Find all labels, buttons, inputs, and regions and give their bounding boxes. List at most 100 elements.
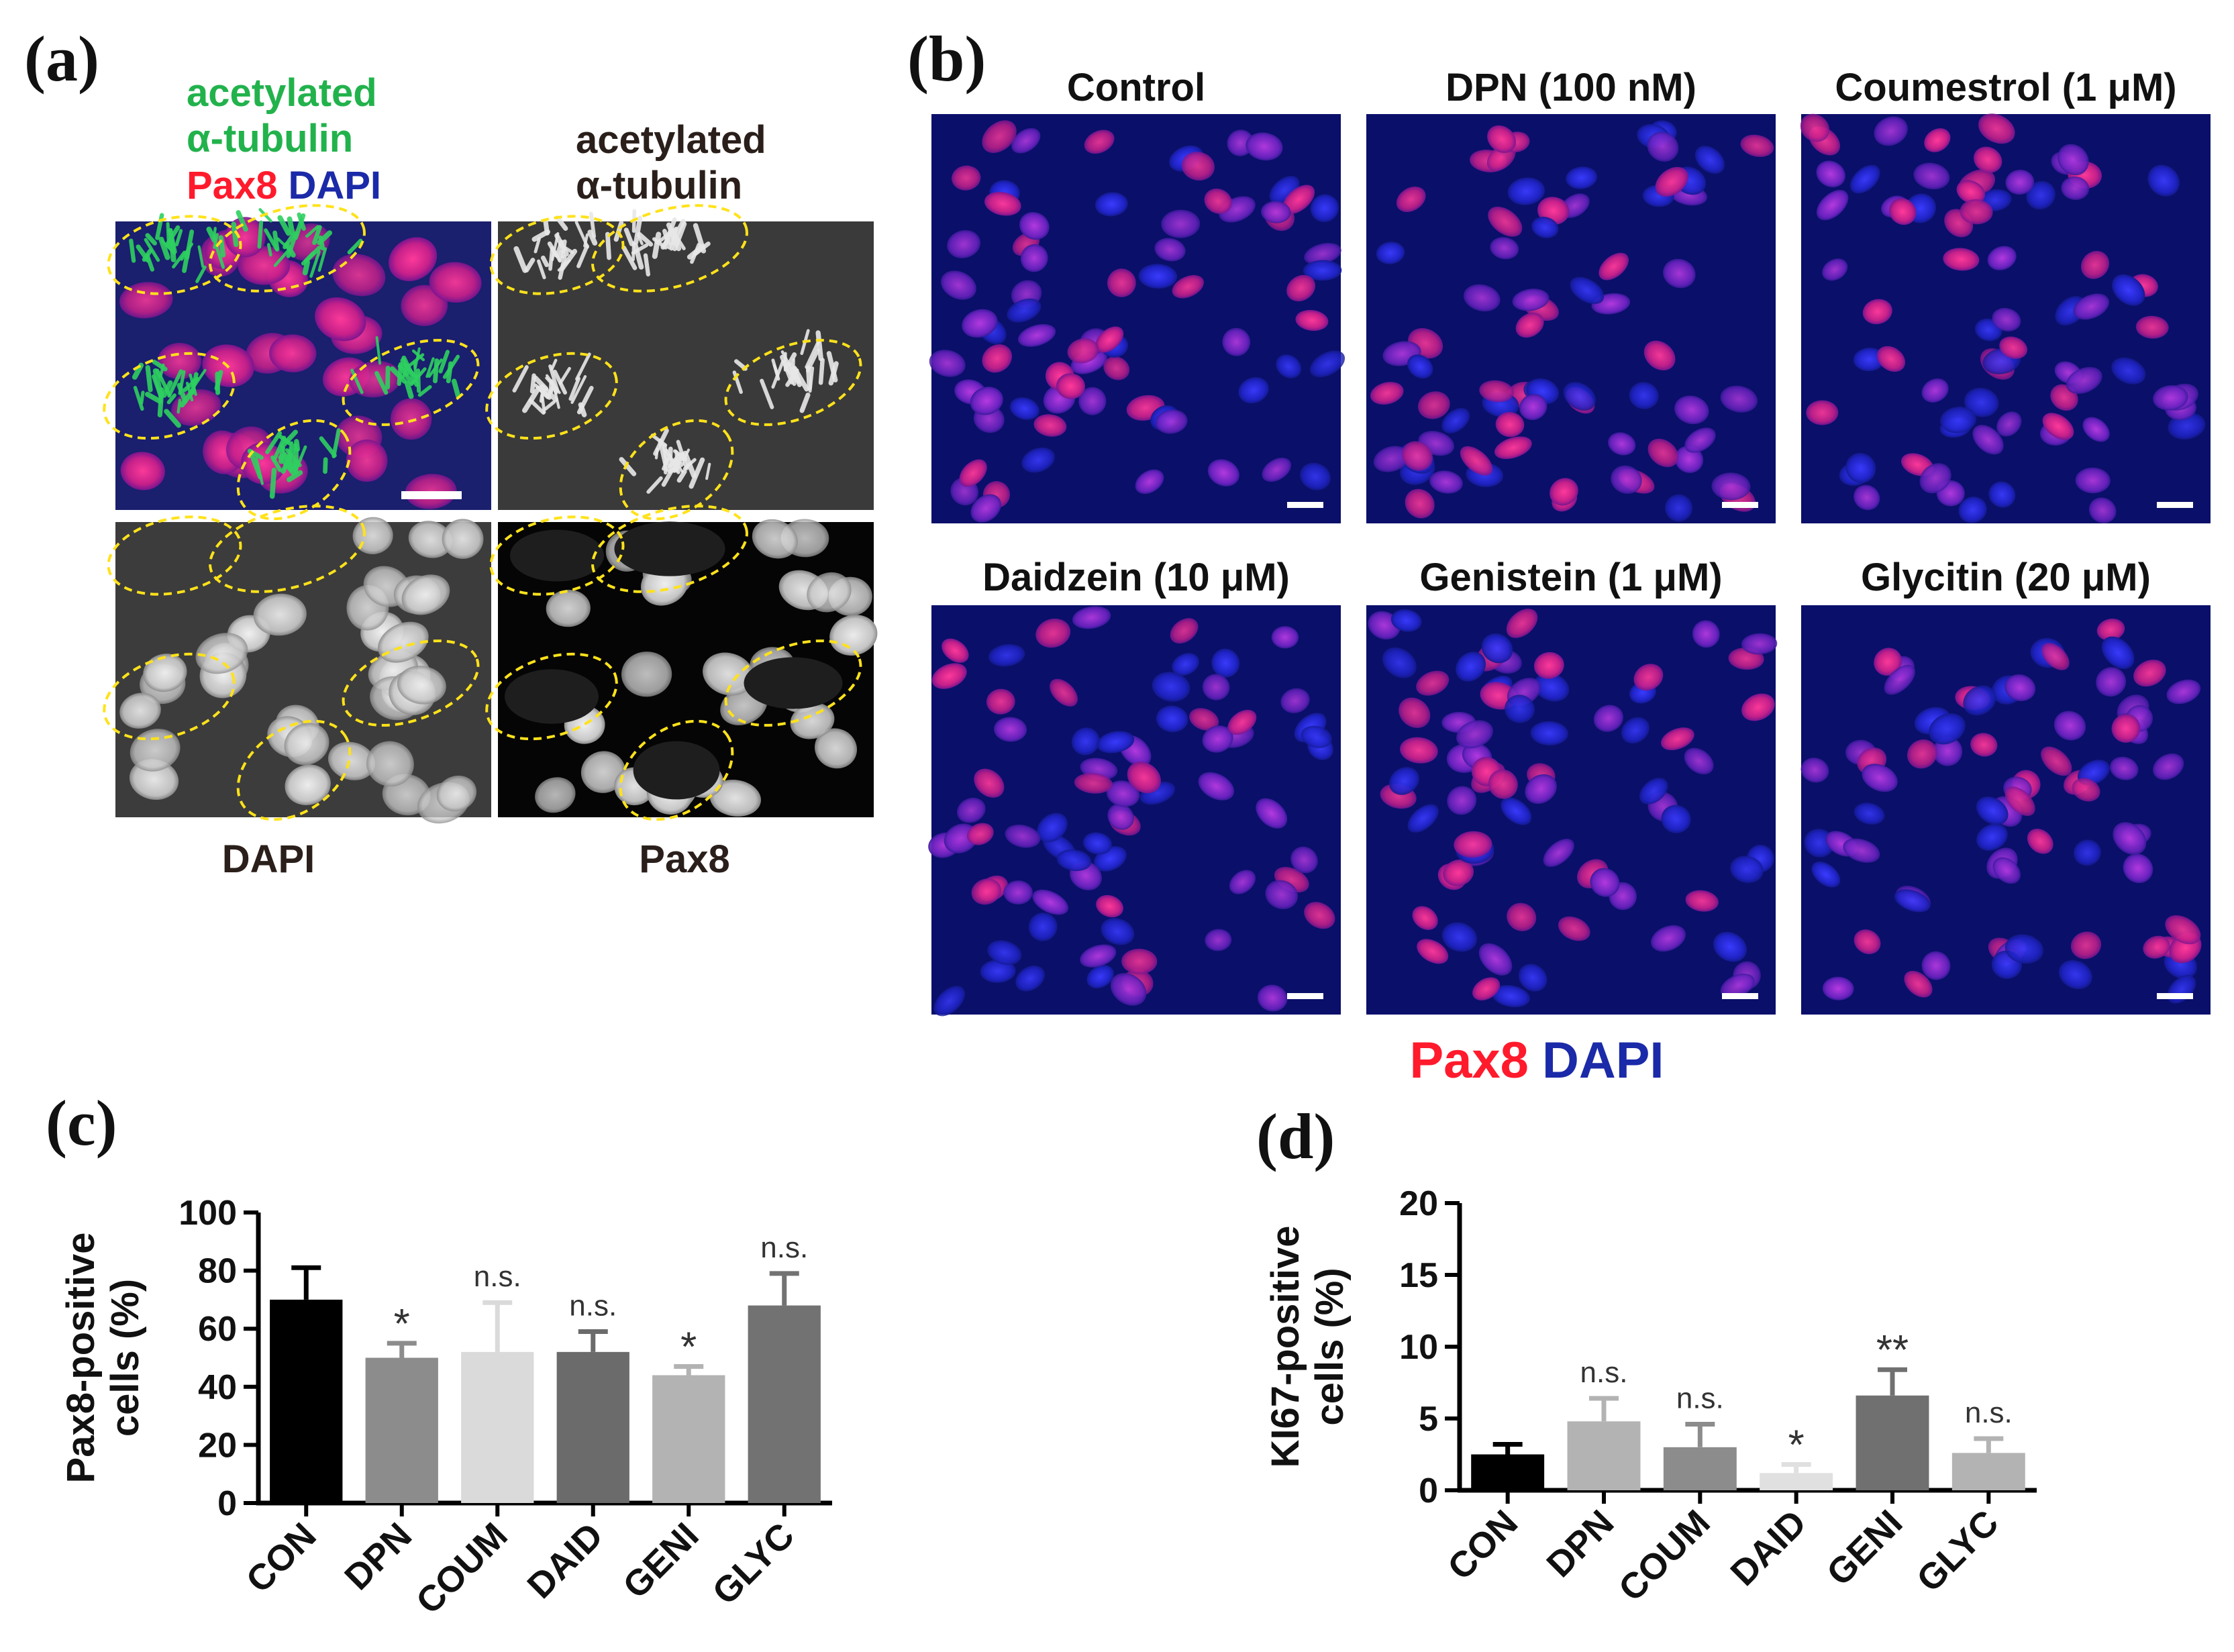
x-tick-label: GENI bbox=[1819, 1502, 1911, 1594]
bar bbox=[270, 1299, 343, 1503]
x-tick-label: DAID bbox=[519, 1515, 611, 1606]
panel-c-letter: (c) bbox=[46, 1087, 117, 1159]
merge-label-line1: acetylated bbox=[187, 71, 377, 115]
x-tick-label: GLYC bbox=[705, 1515, 802, 1612]
cell-outline bbox=[489, 215, 625, 295]
x-tick-label: CON bbox=[1440, 1502, 1525, 1588]
panel-d: (d) 0 5 10 15 20 KI67-positivecells (%) CON n.s… bbox=[1256, 1100, 2037, 1609]
y-tick-label: 20 bbox=[1399, 1184, 1438, 1223]
panel-b-micrograph: Glycitin (20 μM) bbox=[1800, 556, 2211, 1015]
y-tick-label: 60 bbox=[198, 1310, 237, 1349]
significance-label: * bbox=[1788, 1422, 1805, 1468]
significance-label: ** bbox=[1876, 1327, 1909, 1374]
dapi-bottom-label: DAPI bbox=[222, 837, 315, 881]
x-tick-label: GLYC bbox=[1909, 1502, 2007, 1600]
cell-outline bbox=[619, 719, 734, 821]
tubulin-label-line1: acetylated bbox=[576, 118, 766, 162]
y-tick-label: 0 bbox=[217, 1484, 237, 1523]
cell-outline bbox=[236, 719, 352, 821]
panel-c: (c) 0 20 40 60 80 100 Pax8-positivecells (%) CO… bbox=[46, 1087, 832, 1622]
pax8-micrograph bbox=[498, 519, 878, 817]
cell-outline bbox=[103, 652, 236, 741]
x-tick-label: COUM bbox=[409, 1515, 515, 1622]
cell-outline bbox=[107, 515, 242, 596]
y-tick-label: 15 bbox=[1399, 1256, 1438, 1295]
cell-outline bbox=[236, 419, 352, 521]
micrograph-title: Control bbox=[1067, 66, 1205, 109]
micrograph-title: Coumestrol (1 μM) bbox=[1835, 66, 2176, 109]
cell-outline bbox=[489, 515, 625, 596]
bar bbox=[1856, 1395, 1929, 1490]
bar bbox=[748, 1305, 821, 1503]
panel-b-letter: (b) bbox=[907, 23, 986, 95]
micrograph-title: Daidzein (10 μM) bbox=[982, 556, 1290, 599]
bar bbox=[365, 1357, 438, 1503]
pax8-bottom-label: Pax8 bbox=[639, 837, 729, 881]
significance-label: * bbox=[394, 1301, 410, 1347]
scale-bar bbox=[401, 491, 462, 499]
cell-outline bbox=[591, 204, 748, 293]
bar bbox=[1663, 1447, 1737, 1490]
cell-outline bbox=[724, 339, 862, 426]
panel-b-micrograph: Coumestrol (1 μM) bbox=[1800, 66, 2211, 523]
y-tick-label: 0 bbox=[1419, 1472, 1438, 1510]
tubulin-micrograph bbox=[498, 209, 874, 510]
cell-outline bbox=[485, 352, 618, 440]
merge-label-pax8: Pax8 bbox=[187, 164, 277, 207]
bar bbox=[652, 1375, 725, 1503]
x-tick-label: DAID bbox=[1723, 1502, 1814, 1594]
y-tick-label: 40 bbox=[198, 1368, 237, 1407]
bar bbox=[1760, 1473, 1833, 1490]
tubulin-label-line2: α-tubulin bbox=[576, 164, 742, 207]
cell-outline bbox=[342, 639, 480, 727]
significance-label: * bbox=[680, 1324, 697, 1370]
cell-outline bbox=[485, 652, 618, 741]
multiciliated-cell-outlines bbox=[103, 204, 862, 821]
cell-outline bbox=[209, 204, 366, 293]
cell-outline bbox=[591, 505, 748, 593]
cell-outline bbox=[724, 639, 862, 727]
bar bbox=[1471, 1454, 1545, 1490]
scale-bar bbox=[1722, 502, 1758, 508]
significance-label: n.s. bbox=[474, 1260, 521, 1293]
merge-label-line3: Pax8 DAPI bbox=[187, 164, 381, 207]
tubulin-channel-label: acetylated α-tubulin bbox=[576, 118, 766, 207]
significance-label: n.s. bbox=[569, 1290, 617, 1323]
panel-b-micrograph: DPN (100 nM) bbox=[1366, 66, 1776, 523]
panel-d-letter: (d) bbox=[1256, 1100, 1335, 1172]
significance-label: n.s. bbox=[1965, 1396, 2013, 1429]
micrograph-title: Genistein (1 μM) bbox=[1419, 556, 1722, 599]
merge-label-dapi: DAPI bbox=[288, 164, 381, 207]
scale-bar bbox=[1287, 993, 1323, 999]
legend-pax8: Pax8 bbox=[1409, 1032, 1529, 1089]
significance-label: n.s. bbox=[1580, 1356, 1628, 1389]
cell-outline bbox=[342, 339, 480, 426]
cell-outline bbox=[107, 215, 242, 295]
cell-outline bbox=[619, 419, 734, 521]
panel-b-legend: Pax8 DAPI bbox=[1409, 1032, 1664, 1089]
bar bbox=[1951, 1453, 2025, 1490]
x-tick-label: DPN bbox=[337, 1515, 419, 1598]
micrograph-title: Glycitin (20 μM) bbox=[1861, 556, 2151, 599]
x-tick-label: CON bbox=[238, 1515, 323, 1600]
scale-bar bbox=[1722, 993, 1758, 999]
y-tick-label: 100 bbox=[179, 1194, 237, 1233]
panel-b-micrograph: Control bbox=[929, 66, 1346, 523]
x-tick-label: GENI bbox=[615, 1515, 707, 1606]
y-tick-label: 80 bbox=[198, 1252, 237, 1291]
panel-b: (b) Control DPN (100 nM) Coumestrol (1 μM)… bbox=[907, 23, 2211, 1089]
merge-label-line2: α-tubulin bbox=[187, 117, 353, 160]
panel-b-micrograph: Genistein (1 μM) bbox=[1366, 556, 1778, 1015]
panel-a-letter: (a) bbox=[24, 23, 99, 95]
merge-channel-label: acetylated α-tubulin Pax8 DAPI bbox=[187, 71, 381, 207]
panel-b-micrograph: Daidzein (10 μM) bbox=[928, 556, 1341, 1017]
significance-label: n.s. bbox=[760, 1231, 808, 1264]
cell-outline bbox=[103, 352, 236, 440]
y-tick-label: 20 bbox=[198, 1426, 237, 1465]
y-tick-label: 10 bbox=[1399, 1328, 1438, 1367]
y-axis-label: KI67-positivecells (%) bbox=[1264, 1226, 1352, 1468]
micrograph-title: DPN (100 nM) bbox=[1445, 66, 1696, 109]
x-tick-label: COUM bbox=[1611, 1502, 1718, 1609]
y-tick-label: 5 bbox=[1419, 1400, 1438, 1439]
scale-bar bbox=[2157, 993, 2193, 999]
